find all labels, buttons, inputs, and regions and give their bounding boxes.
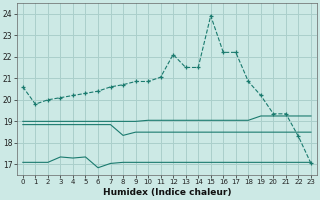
X-axis label: Humidex (Indice chaleur): Humidex (Indice chaleur) xyxy=(103,188,231,197)
